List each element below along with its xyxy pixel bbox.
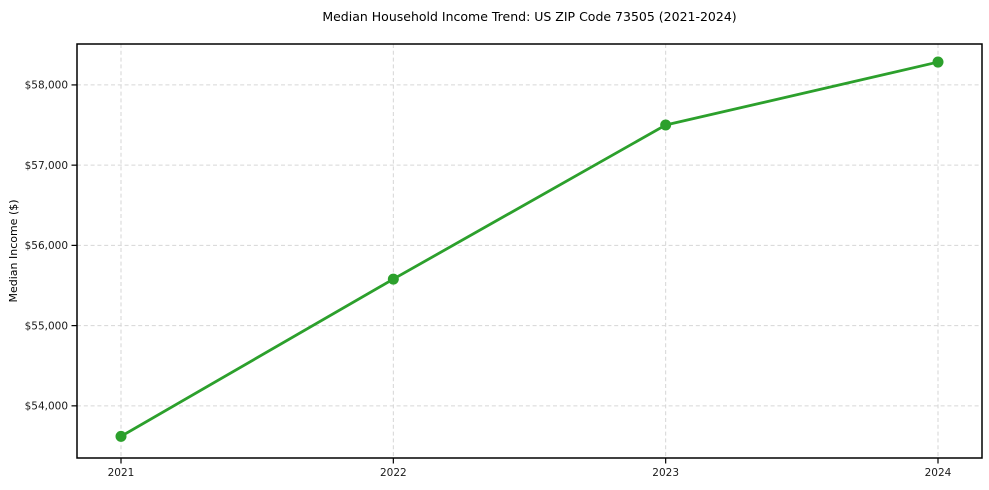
chart-title: Median Household Income Trend: US ZIP Co… [322, 9, 737, 24]
data-point-2021 [115, 430, 127, 442]
x-tick-label: 2024 [925, 467, 952, 479]
y-tick-label: $56,000 [25, 240, 68, 252]
y-tick-label: $58,000 [25, 80, 68, 92]
y-tick-label: $55,000 [25, 320, 68, 332]
x-tick-label: 2023 [652, 467, 679, 479]
data-point-2023 [660, 119, 672, 131]
trend-line [119, 60, 940, 438]
data-point-2022 [387, 273, 399, 285]
x-tick-label: 2022 [380, 467, 407, 479]
y-tick-label: $54,000 [25, 401, 68, 413]
x-tick-label: 2021 [108, 467, 135, 479]
data-point-2024 [932, 56, 944, 68]
y-tick-label: $57,000 [25, 160, 68, 172]
plot-border [76, 43, 983, 459]
